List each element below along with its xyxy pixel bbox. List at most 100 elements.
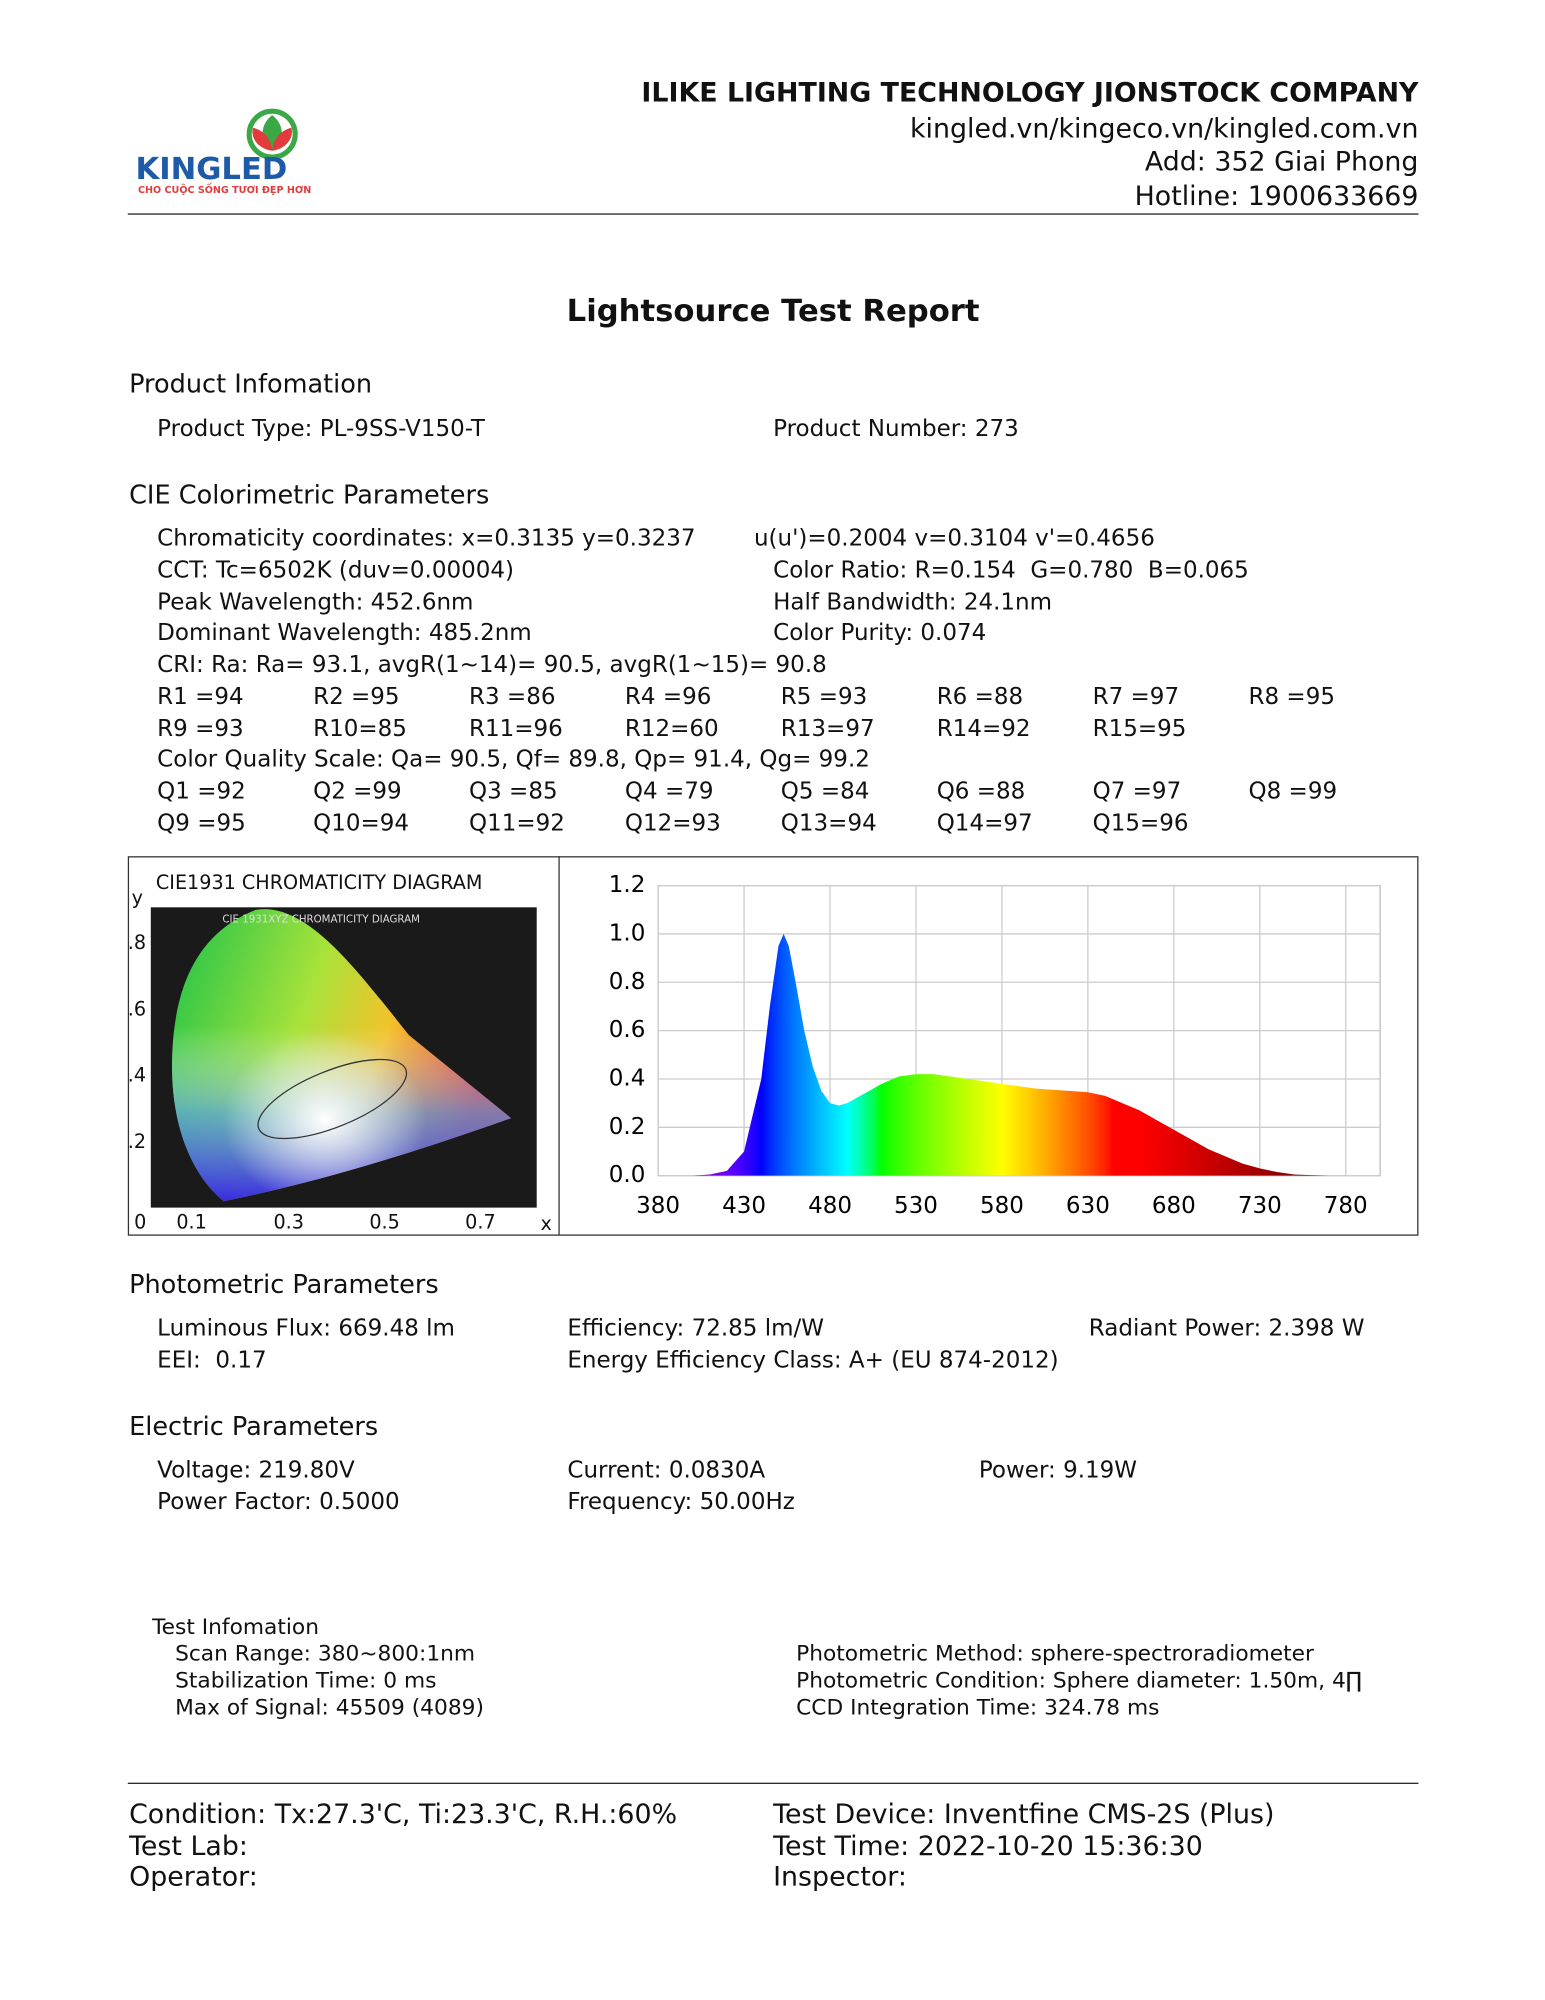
y-tick-label: 1.0 — [609, 920, 646, 946]
r-value: R11=96 — [468, 714, 563, 742]
r-value: R13=97 — [780, 714, 875, 742]
x-tick-label: 780 — [1324, 1193, 1368, 1219]
cie-tick-label: 0.7 — [465, 1210, 496, 1234]
q-value: Q5 =84 — [780, 778, 870, 806]
param-line: Color Purity: 0.074 — [773, 620, 987, 647]
q-value: Q10=94 — [313, 809, 410, 837]
cie-tick-label: .2 — [127, 1130, 147, 1154]
param: EEI: 0.17 — [157, 1346, 267, 1374]
x-tick-label: 630 — [1066, 1193, 1110, 1219]
param: Power Factor: 0.5000 — [157, 1488, 400, 1516]
chart-divider — [558, 856, 560, 1235]
cie-title: CIE1931 CHROMATICITY DIAGRAM — [155, 870, 483, 894]
r-value: R6 =88 — [936, 683, 1024, 711]
section-heading: Product Infomation — [129, 368, 373, 399]
q-value: Q11=92 — [468, 809, 565, 837]
q-value: Q15=96 — [1092, 809, 1189, 837]
y-tick-label: 1.2 — [609, 872, 646, 898]
x-tick-label: 680 — [1152, 1193, 1196, 1219]
footer-field: Inspector: — [773, 1861, 907, 1892]
r-value: R1 =94 — [157, 683, 244, 711]
q-value: Q2 =99 — [313, 778, 402, 806]
section-heading: Electric Parameters — [129, 1410, 379, 1442]
spectrum-area — [658, 933, 1346, 1176]
cie-tick-label: 0.5 — [369, 1210, 400, 1234]
r-value: R12=60 — [624, 714, 719, 742]
company-name: ILIKE LIGHTING TECHNOLOGY JIONSTOCK COMP… — [641, 77, 1419, 108]
footer-field: Condition: Tx:27.3'C, Ti:23.3'C, R.H.:60… — [129, 1798, 678, 1830]
cie-tick-label: .6 — [127, 997, 147, 1021]
y-tick-label: 0.4 — [609, 1065, 646, 1091]
cie-diagram: CIE 1931XYZ CHROMATICITY DIAGRAM — [150, 907, 537, 1208]
section-heading: CIE Colorimetric Parameters — [129, 479, 490, 510]
param: Photometric Method: sphere-spectroradiom… — [796, 1641, 1314, 1668]
param: Stabilization Time: 0 ms — [175, 1668, 437, 1694]
q-value: Q3 =85 — [468, 778, 558, 806]
section-heading: Photometric Parameters — [129, 1268, 439, 1300]
r-value: R10=85 — [313, 714, 407, 742]
param: Max of Signal: 45509 (4089) — [175, 1695, 484, 1721]
param: Frequency: 50.00Hz — [567, 1488, 795, 1516]
param: Voltage: 219.80V — [157, 1456, 355, 1484]
footer-field: Test Lab: — [129, 1830, 248, 1862]
param-line: Peak Wavelength: 452.6nm — [157, 588, 474, 616]
q-value: Q7 =97 — [1092, 778, 1182, 806]
cri-line: CRI: Ra: Ra= 93.1, avgR(1~14)= 90.5, avg… — [157, 651, 827, 679]
x-tick-label: 530 — [894, 1193, 938, 1219]
spectrum-chart: 0.0 0.2 0.4 0.6 0.8 1.0 1.2 380 430 480 530 580 630 6… — [609, 872, 1381, 1219]
param-line: Dominant Wavelength: 485.2nm — [157, 620, 532, 647]
param-line: CCT: Tc=6502K (duv=0.00004) — [157, 556, 515, 584]
param: Scan Range: 380~800:1nm — [175, 1641, 476, 1668]
cie-tick-label: .8 — [127, 930, 147, 954]
x-tick-label: 580 — [980, 1193, 1024, 1219]
r-value: R9 =93 — [157, 714, 244, 742]
logo-tagline: CHO CUỘC SỐNG TƯƠI ĐẸP HƠN — [138, 183, 311, 196]
q-value: Q14=97 — [936, 809, 1033, 837]
r-value: R8 =95 — [1248, 683, 1335, 711]
q-value: Q8 =99 — [1248, 778, 1338, 806]
q-value: Q13=94 — [780, 809, 877, 837]
report-title: Lightsource Test Report — [566, 292, 980, 329]
cie-tick-label: 0 — [134, 1210, 147, 1234]
r-value: R15=95 — [1092, 714, 1187, 742]
chart-frame — [127, 856, 1419, 1236]
x-tick-label: 430 — [722, 1193, 766, 1219]
section-heading: Test Infomation — [152, 1614, 319, 1641]
cie-tick-label: 0.3 — [273, 1210, 304, 1234]
footer-field: Test Time: 2022-10-20 15:36:30 — [773, 1830, 1203, 1862]
address: Add: 352 Giai Phong — [1144, 146, 1419, 177]
header-rule — [127, 213, 1419, 215]
q-value: Q9 =95 — [157, 809, 246, 837]
cie-image-title: CIE 1931XYZ CHROMATICITY DIAGRAM — [222, 915, 420, 926]
cqs-line: Color Quality Scale: Qa= 90.5, Qf= 89.8,… — [157, 746, 870, 774]
param-line: u(u')=0.2004 v=0.3104 v'=0.4656 — [753, 525, 1155, 553]
r-value: R14=92 — [936, 714, 1031, 742]
logo-brand: KINGLED — [135, 152, 287, 187]
param: CCD Integration Time: 324.78 ms — [796, 1695, 1160, 1721]
hotline: Hotline: 1900633669 — [1134, 180, 1419, 212]
y-tick-label: 0.2 — [609, 1114, 646, 1140]
param-line: Chromaticity coordinates: x=0.3135 y=0.3… — [157, 525, 696, 553]
logo: KINGLED CHO CUỘC SỐNG TƯƠI ĐẸP HƠN — [135, 108, 311, 196]
param: Radiant Power: 2.398 W — [1088, 1314, 1365, 1342]
param: Photometric Condition: Sphere diameter: … — [796, 1668, 1363, 1694]
x-tick-label: 730 — [1238, 1193, 1282, 1219]
x-tick-label: 480 — [808, 1193, 852, 1219]
cie-tick-label: 0.1 — [176, 1210, 207, 1234]
param-line: Half Bandwidth: 24.1nm — [773, 588, 1053, 616]
x-tick-label: 380 — [636, 1193, 680, 1219]
website: kingled.vn/kingeco.vn/kingled.com.vn — [909, 113, 1419, 144]
y-tick-label: 0.8 — [609, 969, 646, 995]
param: Energy Efficiency Class: A+ (EU 874-2012… — [567, 1346, 1059, 1374]
cie-axis-label: y — [131, 886, 143, 910]
r-value: R4 =96 — [624, 683, 712, 711]
y-tick-label: 0.0 — [609, 1162, 646, 1188]
r-value: R7 =97 — [1092, 683, 1180, 711]
footer-rule — [127, 1782, 1419, 1784]
param: Luminous Flux: 669.48 lm — [157, 1314, 455, 1342]
cie-axis-label: x — [540, 1212, 552, 1236]
param: Power: 9.19W — [978, 1456, 1138, 1484]
param: Current: 0.0830A — [567, 1456, 766, 1484]
q-value: Q12=93 — [624, 809, 721, 837]
